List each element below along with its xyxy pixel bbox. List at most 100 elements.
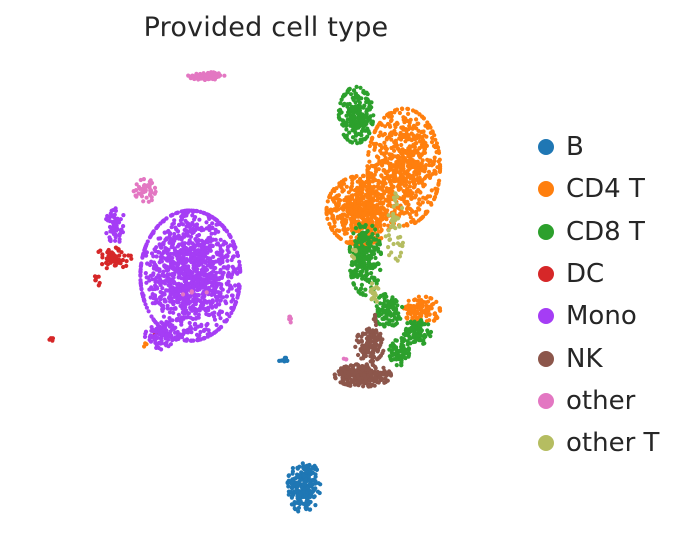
- point-mono: [166, 277, 171, 282]
- point-other-t: [394, 202, 399, 207]
- point-cd4-t: [364, 179, 369, 185]
- point-cd4-t: [398, 165, 403, 170]
- point-cd4-t: [435, 165, 440, 170]
- point-mono: [214, 270, 219, 275]
- point-cd4-t: [352, 175, 357, 180]
- point-nk: [369, 373, 374, 378]
- point-nk: [368, 378, 373, 383]
- point-cd4-t: [373, 145, 378, 150]
- point-cd4-t: [414, 117, 419, 122]
- point-dc: [93, 275, 98, 280]
- point-cd4-t: [407, 123, 412, 129]
- point-mono: [158, 301, 163, 306]
- point-cd4-t: [417, 171, 422, 176]
- point-cd4-t: [341, 188, 346, 193]
- point-dc: [96, 249, 101, 254]
- point-mono: [167, 324, 172, 329]
- point-nk: [341, 381, 347, 386]
- point-mono: [219, 324, 224, 330]
- point-cd4-t: [431, 318, 437, 323]
- point-mono: [200, 277, 205, 283]
- point-mono: [164, 246, 169, 252]
- point-cd8-t: [378, 250, 383, 255]
- point-mono: [164, 340, 169, 345]
- point-cd4-t: [361, 173, 366, 178]
- point-mono: [157, 274, 162, 279]
- point-mono: [195, 337, 200, 343]
- point-mono: [185, 231, 190, 236]
- point-cd4-t: [393, 141, 398, 146]
- point-cd4-t: [398, 130, 403, 136]
- point-other-t: [389, 250, 394, 255]
- point-nk: [346, 371, 351, 376]
- point-cd4-t: [408, 117, 413, 122]
- point-cd8-t: [373, 255, 378, 261]
- point-mono: [112, 207, 117, 212]
- point-cd8-t: [364, 237, 369, 242]
- point-cd4-t: [363, 218, 368, 223]
- point-cd4-t: [389, 186, 394, 191]
- point-nk: [384, 373, 389, 378]
- point-cd8-t: [370, 275, 375, 280]
- point-cd4-t: [413, 137, 418, 142]
- point-mono: [208, 265, 214, 270]
- point-other: [152, 185, 158, 190]
- point-mono: [165, 272, 170, 277]
- point-cd4-t: [425, 307, 430, 312]
- point-cd8-t: [364, 267, 369, 272]
- point-mono: [171, 310, 176, 315]
- point-dc: [93, 278, 98, 283]
- point-cd8-t: [375, 246, 381, 251]
- point-cd4-t: [405, 187, 410, 192]
- point-cd4-t: [411, 181, 417, 186]
- point-mono: [206, 285, 211, 290]
- point-nk: [353, 344, 358, 349]
- point-mono: [151, 327, 156, 333]
- point-nk: [349, 377, 354, 382]
- point-cd4-t: [420, 158, 425, 163]
- point-cd4-t: [433, 145, 438, 150]
- point-cd4-t: [342, 203, 347, 208]
- point-mono: [190, 270, 195, 275]
- point-mono: [174, 211, 179, 216]
- point-mono: [109, 213, 114, 218]
- point-other: [189, 290, 194, 295]
- point-mono: [181, 253, 186, 258]
- point-cd4-t: [382, 222, 387, 227]
- point-cd4-t: [383, 124, 388, 129]
- point-cd4-t: [429, 296, 434, 301]
- point-cd4-t: [378, 200, 383, 205]
- point-cd8-t: [354, 84, 359, 89]
- point-mono: [205, 321, 210, 327]
- point-dc: [104, 257, 110, 262]
- point-mono: [233, 283, 238, 288]
- point-cd8-t: [366, 254, 371, 259]
- point-cd4-t: [355, 213, 360, 218]
- point-mono: [107, 238, 112, 243]
- point-nk: [333, 376, 338, 381]
- point-mono: [147, 278, 152, 283]
- point-mono: [144, 305, 149, 310]
- point-cd4-t: [430, 129, 435, 134]
- point-cd4-t: [397, 148, 402, 154]
- point-mono: [219, 285, 224, 291]
- point-mono: [208, 248, 213, 253]
- point-cd4-t: [389, 156, 394, 161]
- point-cd4-t: [425, 120, 430, 125]
- point-cd4-t: [404, 134, 409, 139]
- point-cd8-t: [350, 135, 356, 140]
- point-mono: [196, 274, 201, 279]
- point-mono: [169, 213, 174, 218]
- point-other-t: [393, 256, 398, 261]
- point-mono: [204, 220, 209, 225]
- point-cd8-t: [374, 304, 379, 309]
- point-cd8-t: [410, 322, 415, 327]
- point-cd4-t: [433, 137, 438, 142]
- point-mono: [203, 265, 208, 270]
- legend-label-dc: DC: [566, 259, 605, 290]
- point-mono: [162, 299, 167, 304]
- point-cd4-t: [382, 140, 387, 145]
- point-mono: [215, 259, 220, 264]
- point-cd8-t: [364, 249, 369, 255]
- point-cd8-t: [344, 127, 349, 132]
